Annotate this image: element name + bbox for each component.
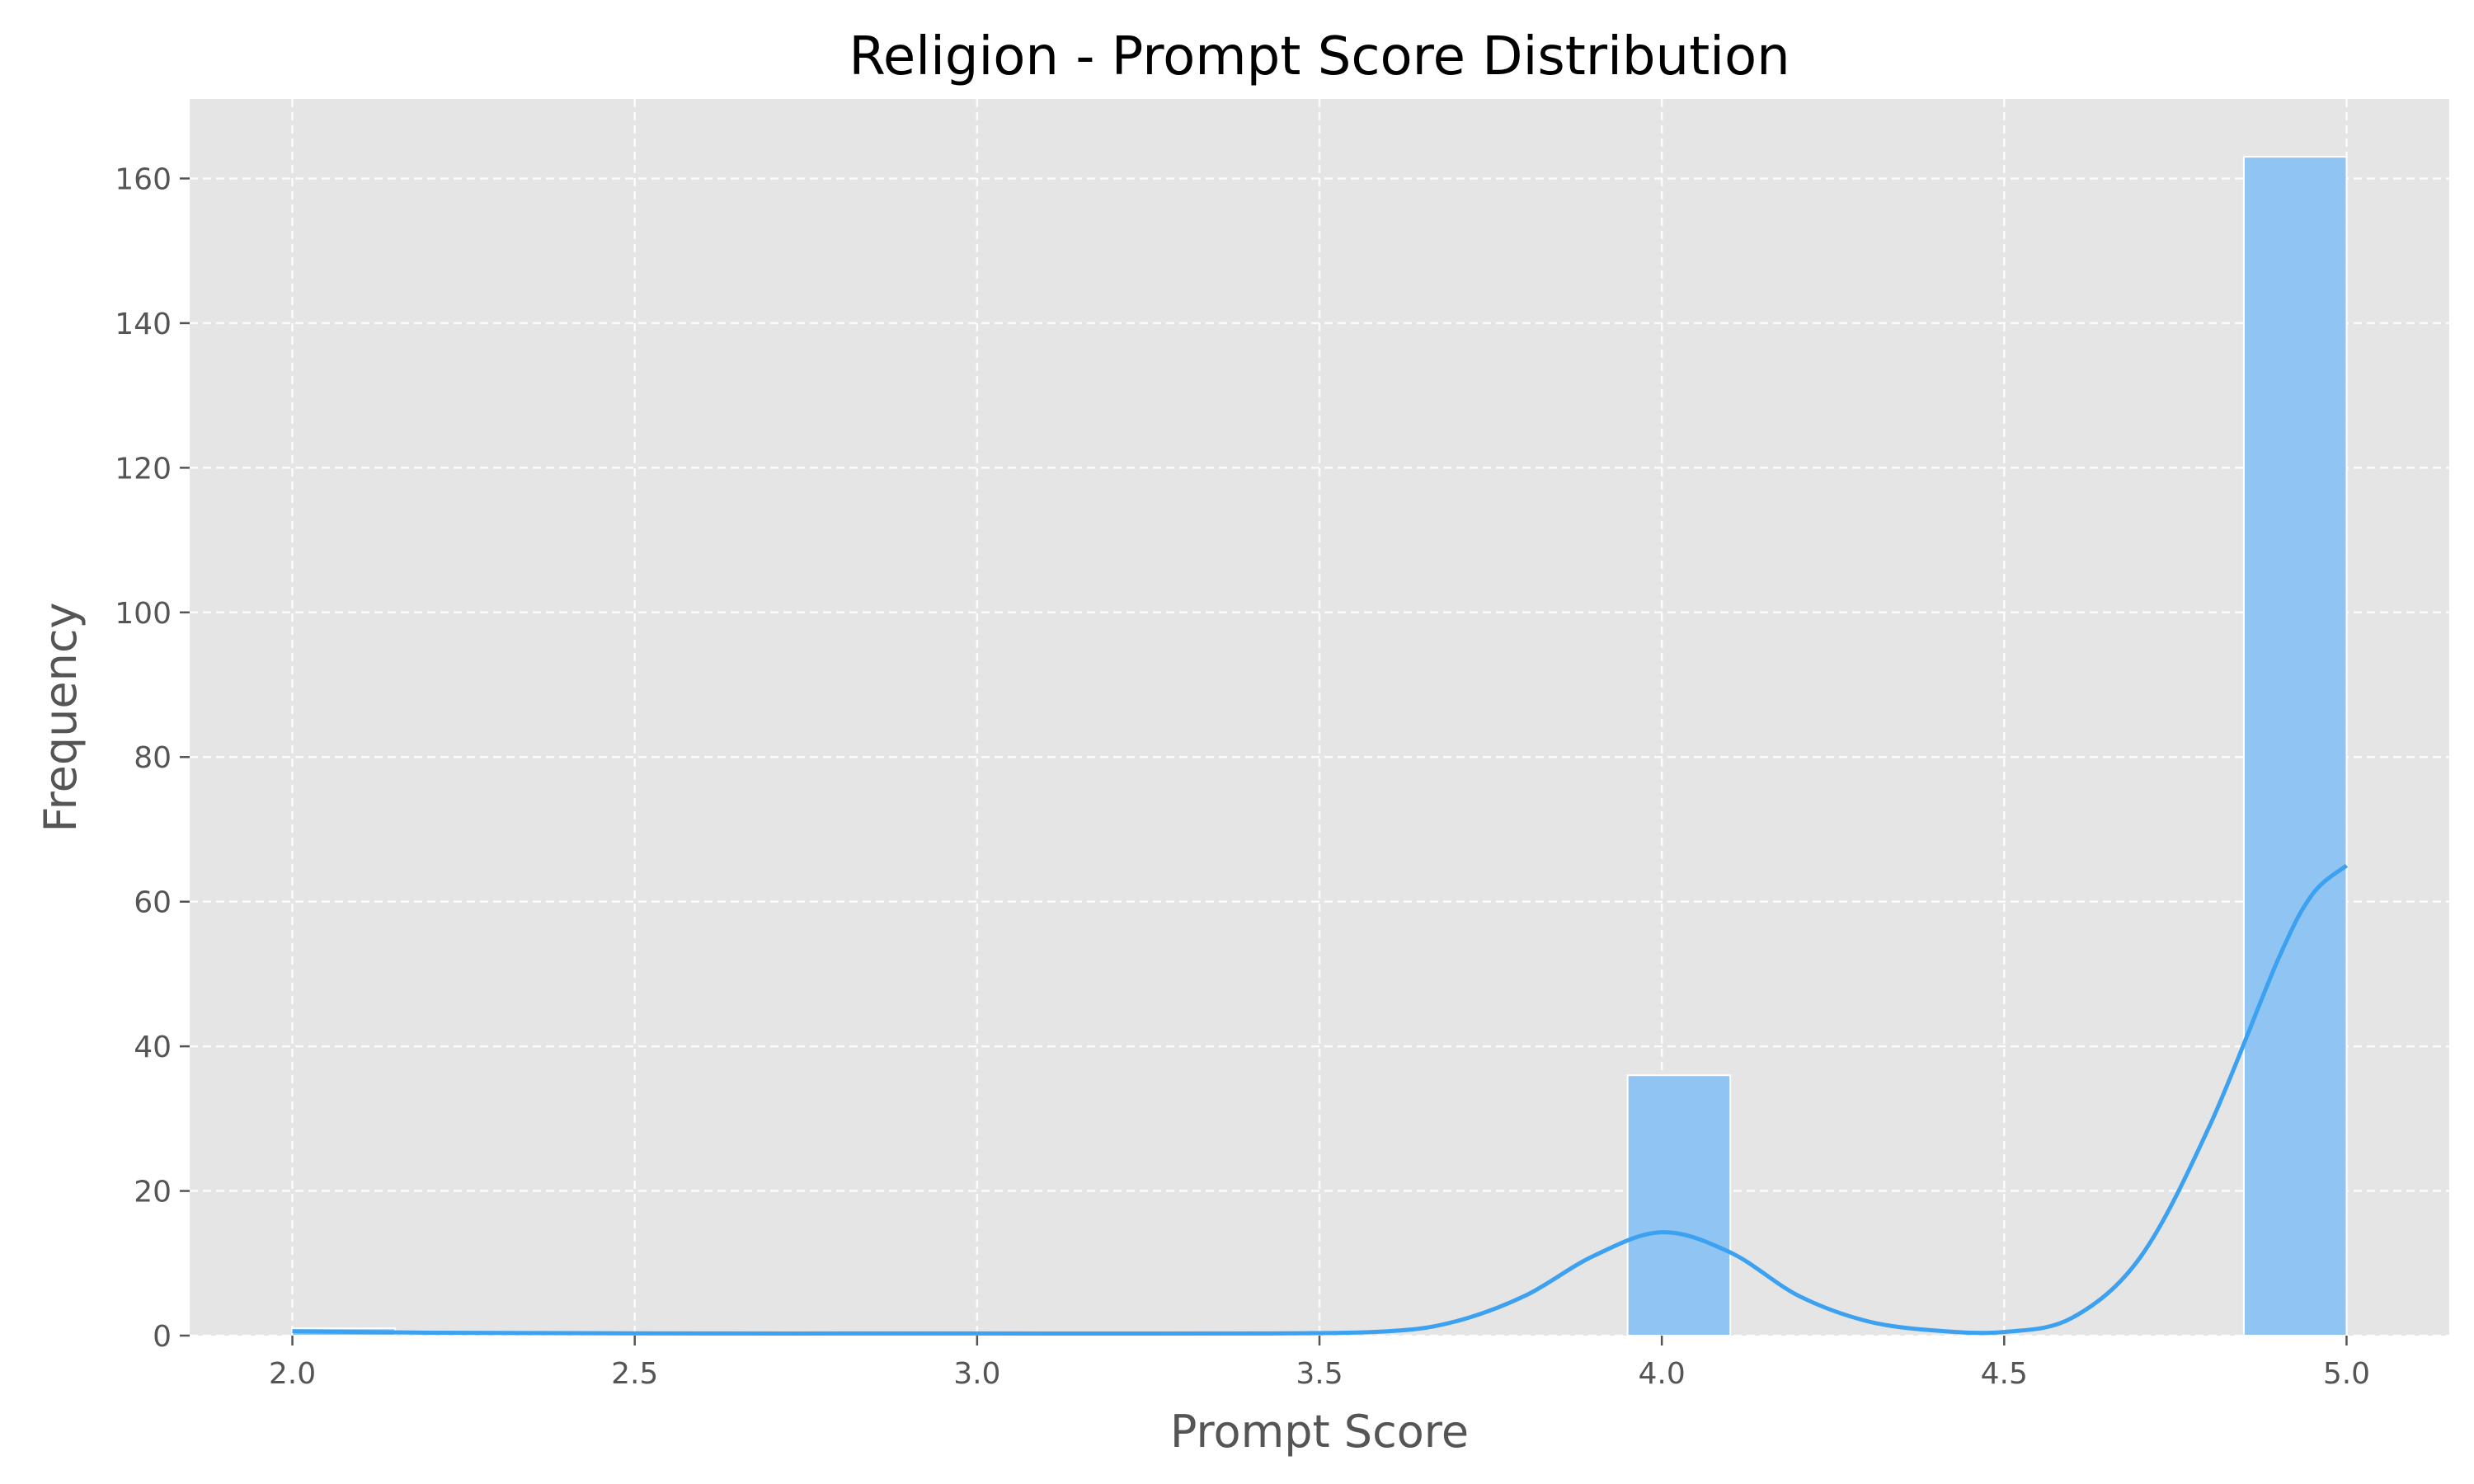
y-tick-label: 80 — [134, 741, 172, 775]
x-axis-label: Prompt Score — [1170, 1406, 1469, 1458]
kde-curve — [292, 863, 2349, 1336]
ticks-layer: 2.0 2.5 3.0 3.5 4.0 4.5 5.0 0 20 40 60 80 100 120 140 1… — [115, 162, 2370, 1391]
grid-layer — [190, 99, 2449, 1337]
kde-layer — [292, 863, 2349, 1336]
histogram-bar — [1626, 1074, 1732, 1337]
histogram-bar — [2242, 156, 2348, 1337]
x-tick-label: 3.0 — [953, 1357, 1000, 1391]
y-tick-label: 100 — [115, 597, 172, 631]
chart-title: Religion - Prompt Score Distribution — [849, 26, 1790, 87]
x-tick-label: 2.5 — [611, 1357, 658, 1391]
y-tick-label: 60 — [134, 886, 172, 920]
y-tick-label: 120 — [115, 452, 172, 486]
y-tick-label: 40 — [134, 1031, 172, 1064]
y-tick-label: 20 — [134, 1176, 172, 1209]
y-tick-label: 0 — [153, 1320, 172, 1354]
x-tick-label: 4.0 — [1639, 1357, 1686, 1391]
bars-layer — [291, 156, 2348, 1337]
x-tick-label: 2.0 — [269, 1357, 316, 1391]
x-tick-label: 4.5 — [1981, 1357, 2028, 1391]
y-tick-label: 140 — [115, 308, 172, 341]
y-tick-label: 160 — [115, 162, 172, 196]
x-tick-label: 3.5 — [1296, 1357, 1343, 1391]
x-tick-label: 5.0 — [2323, 1357, 2370, 1391]
y-axis-label: Frequency — [35, 603, 87, 833]
